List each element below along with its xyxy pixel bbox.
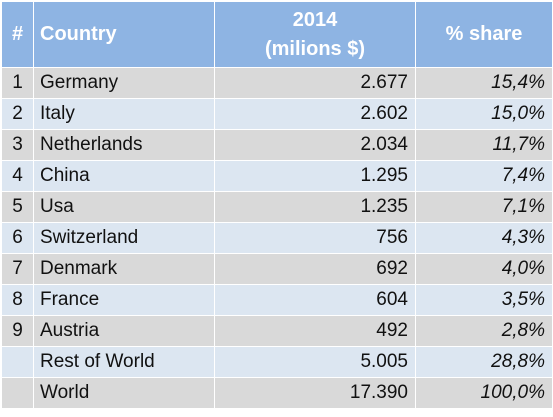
row-value: 2.602 — [214, 98, 416, 130]
row-share: 15,0% — [415, 98, 553, 130]
row-value: 492 — [214, 315, 416, 347]
table-row-rest-of-world: Rest of World 5.005 28,8% — [1, 346, 553, 378]
row-index: 5 — [1, 191, 34, 223]
row-index — [1, 346, 34, 378]
table-header: # Country 2014 (milions $) % share — [1, 1, 553, 68]
row-country: Austria — [33, 315, 215, 347]
row-country: Usa — [33, 191, 215, 223]
header-value-year: 2014 — [292, 8, 338, 31]
table-row: 2 Italy 2.602 15,0% — [1, 98, 553, 130]
row-country: World — [33, 377, 215, 409]
header-country: Country — [33, 1, 215, 68]
row-country: Italy — [33, 98, 215, 130]
row-share: 11,7% — [415, 129, 553, 161]
row-value: 756 — [214, 222, 416, 254]
row-country: Denmark — [33, 253, 215, 285]
table-row: 8 France 604 3,5% — [1, 284, 553, 316]
row-share: 7,1% — [415, 191, 553, 223]
row-country: China — [33, 160, 215, 192]
row-country: France — [33, 284, 215, 316]
export-table: # Country 2014 (milions $) % share 1 Ger… — [1, 1, 553, 409]
row-share: 4,3% — [415, 222, 553, 254]
row-country: Rest of World — [33, 346, 215, 378]
row-value: 17.390 — [214, 377, 416, 409]
table-row: 9 Austria 492 2,8% — [1, 315, 553, 347]
header-value-unit: (milions $) — [264, 37, 365, 60]
row-share: 28,8% — [415, 346, 553, 378]
header-value: 2014 (milions $) — [214, 1, 416, 68]
row-value: 2.677 — [214, 67, 416, 99]
row-value: 604 — [214, 284, 416, 316]
row-index: 4 — [1, 160, 34, 192]
row-share: 15,4% — [415, 67, 553, 99]
row-country: Netherlands — [33, 129, 215, 161]
row-value: 1.235 — [214, 191, 416, 223]
table-row: 6 Switzerland 756 4,3% — [1, 222, 553, 254]
row-value: 692 — [214, 253, 416, 285]
table-row: 7 Denmark 692 4,0% — [1, 253, 553, 285]
row-value: 1.295 — [214, 160, 416, 192]
row-share: 2,8% — [415, 315, 553, 347]
table-row: 5 Usa 1.235 7,1% — [1, 191, 553, 223]
row-index: 3 — [1, 129, 34, 161]
row-index: 7 — [1, 253, 34, 285]
row-share: 3,5% — [415, 284, 553, 316]
row-index: 9 — [1, 315, 34, 347]
row-value: 5.005 — [214, 346, 416, 378]
header-index: # — [1, 1, 34, 68]
row-index — [1, 377, 34, 409]
table-row: 1 Germany 2.677 15,4% — [1, 67, 553, 99]
row-share: 100,0% — [415, 377, 553, 409]
row-country: Switzerland — [33, 222, 215, 254]
table-row: 3 Netherlands 2.034 11,7% — [1, 129, 553, 161]
row-country: Germany — [33, 67, 215, 99]
row-value: 2.034 — [214, 129, 416, 161]
row-share: 7,4% — [415, 160, 553, 192]
table-row: 4 China 1.295 7,4% — [1, 160, 553, 192]
row-index: 1 — [1, 67, 34, 99]
header-share: % share — [415, 1, 553, 68]
table-row-world-total: World 17.390 100,0% — [1, 377, 553, 409]
table-body: 1 Germany 2.677 15,4% 2 Italy 2.602 15,0… — [1, 67, 553, 409]
row-share: 4,0% — [415, 253, 553, 285]
row-index: 2 — [1, 98, 34, 130]
row-index: 8 — [1, 284, 34, 316]
header-row: # Country 2014 (milions $) % share — [1, 1, 553, 68]
row-index: 6 — [1, 222, 34, 254]
